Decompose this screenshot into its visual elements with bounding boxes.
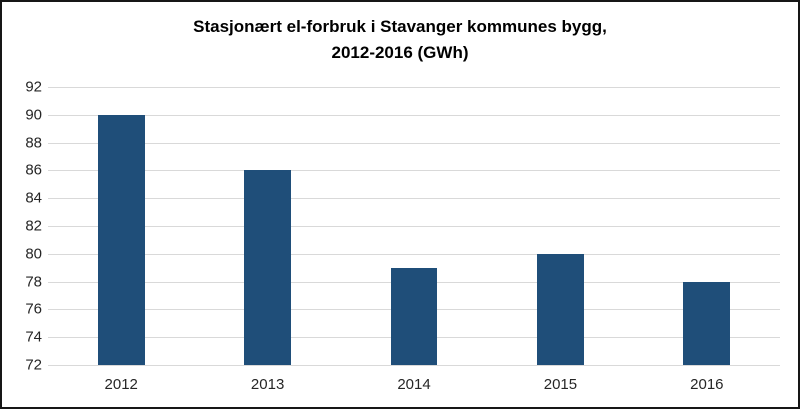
y-axis-tick-label-84: 84 <box>25 189 42 207</box>
gridline-72 <box>48 365 780 366</box>
bar-2013 <box>244 170 292 365</box>
x-axis-tick-label-2013: 2013 <box>250 376 285 393</box>
gridline-90 <box>48 114 780 116</box>
x-axis-tick-label-2012: 2012 <box>104 376 138 393</box>
bar-2016 <box>683 281 731 365</box>
x-axis-tick-label-2016: 2016 <box>690 376 724 393</box>
y-axis-tick-label-82: 82 <box>25 217 42 235</box>
x-axis-tick-label-2014: 2014 <box>397 376 431 393</box>
y-axis-tick-label-74: 74 <box>25 328 42 346</box>
y-axis-tick-label-90: 90 <box>25 106 42 124</box>
gridline-82 <box>48 226 780 227</box>
y-axis-tick-label-86: 86 <box>25 161 42 179</box>
x-axis: 2012 2013 2014 2015 2016 <box>48 376 780 393</box>
chart-title-line1: Stasjonært el-forbruk i Stavanger kommun… <box>193 17 607 36</box>
bar-2012 <box>97 114 145 365</box>
gridline-80 <box>48 253 780 255</box>
chart-title-line2: 2012-2016 (GWh) <box>331 42 469 62</box>
x-axis-tick-label-2015: 2015 <box>543 376 578 393</box>
chart-title: Stasjonært el-forbruk i Stavanger kommun… <box>2 14 798 65</box>
gridline-84 <box>48 198 780 200</box>
bar-2015 <box>536 253 584 365</box>
y-axis-tick-label-92: 92 <box>25 78 42 96</box>
y-axis-tick-label-78: 78 <box>25 273 42 291</box>
gridline-92 <box>48 87 780 88</box>
y-axis-tick-label-72: 72 <box>25 356 42 374</box>
gridline-86 <box>48 170 780 172</box>
y-axis-tick-label-88: 88 <box>25 134 42 152</box>
y-axis-tick-label-80: 80 <box>25 245 42 263</box>
gridline-88 <box>48 142 780 144</box>
y-axis-tick-label-76: 76 <box>25 300 42 318</box>
y-axis: 92 90 88 86 84 82 80 78 76 74 72 <box>2 79 42 374</box>
plot-area <box>48 87 780 366</box>
bar-2014 <box>390 267 438 365</box>
